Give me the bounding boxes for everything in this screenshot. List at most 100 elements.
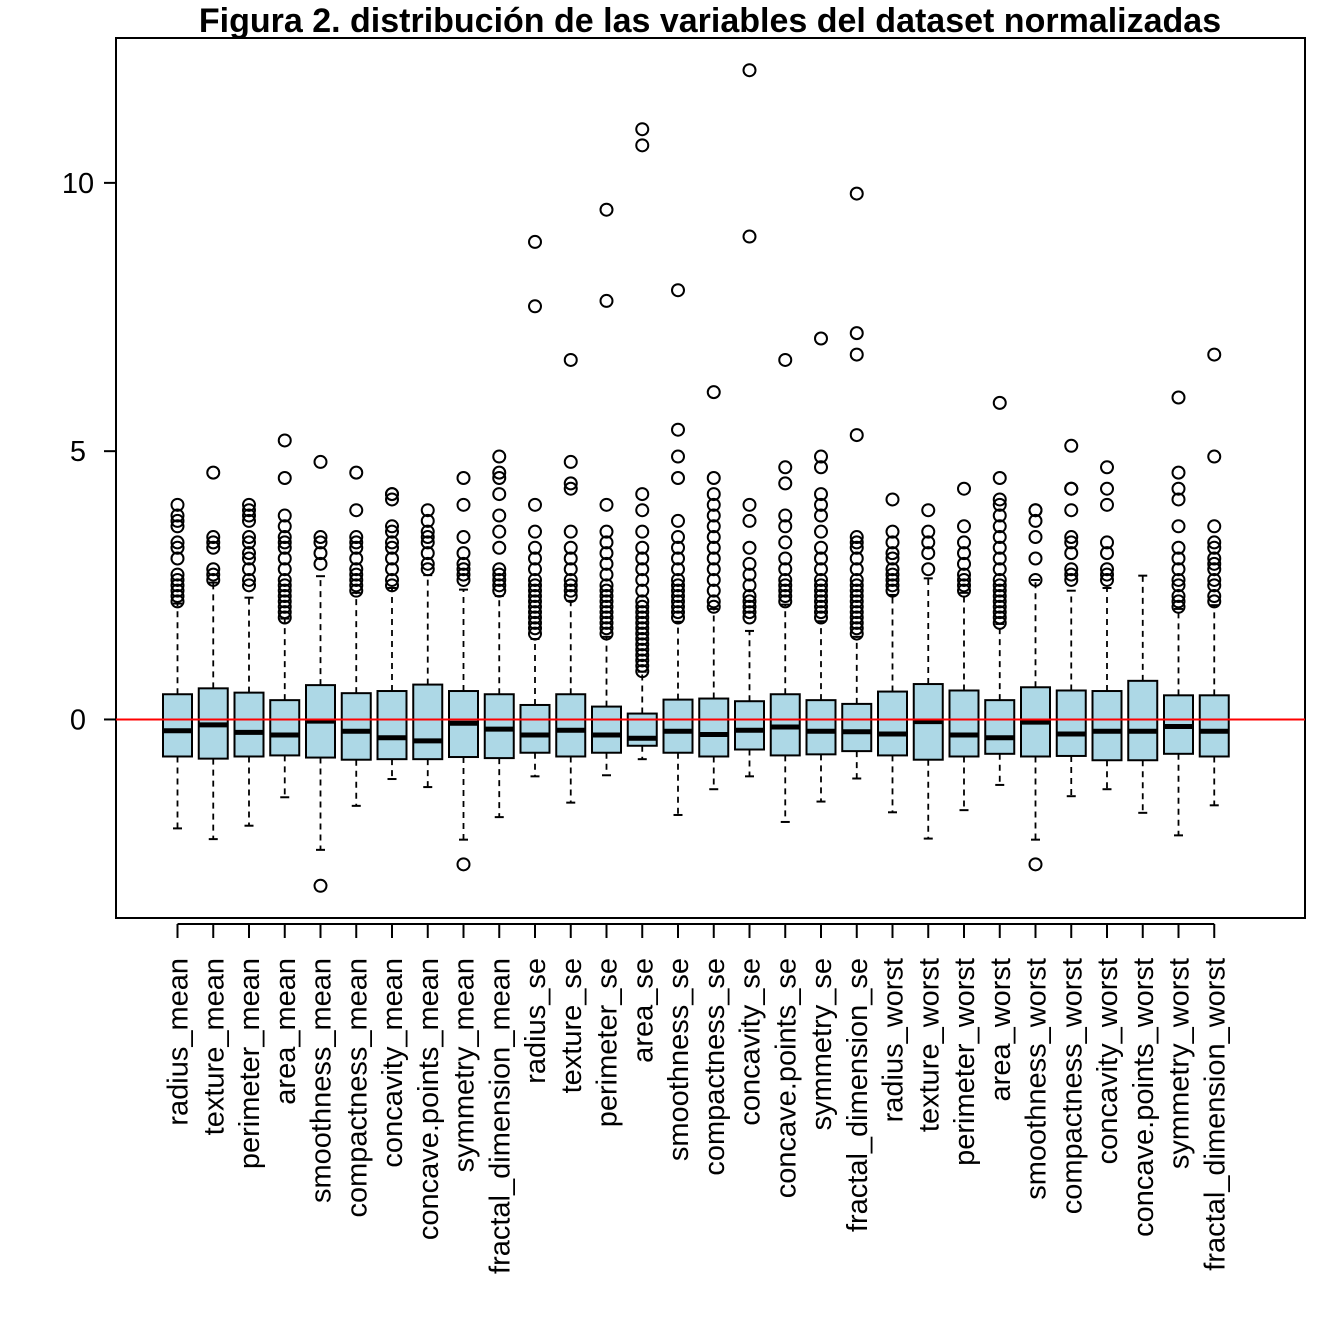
outlier-point [313, 556, 328, 571]
outlier-point [635, 621, 650, 636]
outlier-point [671, 283, 685, 298]
outlier-point [921, 546, 936, 561]
outlier-point [635, 615, 650, 630]
outlier-point [349, 530, 364, 545]
outlier-point [170, 551, 185, 566]
outlier-point [849, 540, 864, 555]
box-symmetry-se [805, 331, 837, 803]
outlier-point [814, 524, 828, 539]
outlier-point [671, 610, 685, 625]
outlier-point [671, 578, 685, 593]
x-tick-label: texture_se [556, 958, 588, 1093]
outlier-point [349, 583, 364, 598]
outlier-point [563, 551, 578, 566]
iqr-box [841, 702, 873, 753]
outlier-point [885, 492, 900, 507]
outlier-point [992, 530, 1007, 545]
outlier-point [992, 519, 1007, 534]
outlier-point [1100, 567, 1114, 582]
outlier-point [456, 530, 471, 545]
x-tick-label: concave.points_worst [1128, 958, 1160, 1237]
outlier-point [778, 508, 793, 523]
outlier-point [992, 471, 1007, 485]
outlier-point [778, 352, 793, 367]
outlier-point [528, 551, 542, 566]
outlier-point [849, 615, 864, 630]
outlier-point [778, 562, 793, 577]
outlier-point [563, 583, 578, 598]
outlier-point [492, 578, 507, 593]
x-tick-label: smoothness_worst [1021, 958, 1053, 1200]
x-tick-label: perimeter_worst [949, 958, 981, 1166]
outlier-point [385, 524, 399, 539]
outlier-point [277, 535, 292, 550]
outlier-point [814, 562, 828, 577]
outlier-point [635, 122, 650, 137]
outlier-point [313, 535, 328, 550]
outlier-point [1171, 562, 1186, 577]
x-tick-label: area_se [627, 958, 659, 1063]
box-symmetry-worst [1163, 390, 1194, 837]
outlier-point [349, 572, 364, 587]
outlier-point [242, 572, 256, 587]
outlier-point [742, 594, 757, 609]
box-area-mean [269, 433, 301, 799]
outlier-point [1171, 540, 1186, 555]
iqr-box [984, 699, 1016, 755]
plot-frame [115, 37, 1306, 919]
box-smoothness-se [662, 283, 694, 816]
outlier-point [992, 599, 1007, 614]
outlier-point [635, 594, 650, 609]
outlier-point [528, 234, 542, 249]
outlier-point [420, 530, 435, 545]
box-concavity-se [734, 63, 765, 778]
outlier-point [706, 385, 721, 400]
outlier-point [349, 535, 364, 550]
outlier-point [492, 562, 507, 577]
outlier-point [1207, 578, 1222, 593]
outlier-point [528, 589, 542, 604]
outlier-point [992, 497, 1007, 512]
outlier-point [492, 465, 507, 480]
outlier-point [921, 503, 936, 518]
outlier-point [706, 497, 721, 512]
x-tick-label: texture_mean [198, 958, 230, 1135]
outlier-point [349, 540, 364, 555]
outlier-point [385, 572, 399, 587]
outlier-point [814, 583, 828, 598]
outlier-point [635, 572, 650, 587]
outlier-point [742, 540, 757, 555]
outlier-point [671, 589, 685, 604]
outlier-point [1100, 497, 1114, 512]
outlier-point [385, 578, 399, 593]
x-tick-label: compactness_mean [341, 958, 373, 1218]
outlier-point [814, 449, 828, 464]
outlier-point [170, 589, 185, 604]
outlier-point [885, 567, 900, 582]
outlier-point [742, 229, 757, 244]
outlier-point [563, 454, 578, 469]
outlier-point [170, 583, 185, 598]
outlier-point [277, 519, 292, 534]
y-tick-label: 10 [62, 168, 94, 200]
box-area-se [626, 122, 658, 761]
outlier-point [349, 551, 364, 566]
outlier-point [992, 540, 1007, 555]
outlier-point [528, 572, 542, 587]
outlier-point [1028, 551, 1043, 566]
outlier-point [313, 878, 328, 893]
box-perimeter-mean [233, 497, 265, 827]
outlier-point [635, 487, 650, 502]
outlier-point [957, 546, 971, 561]
outlier-point [1064, 503, 1079, 518]
outlier-point [814, 589, 828, 604]
outlier-point [1171, 572, 1186, 587]
outlier-point [456, 857, 471, 872]
outlier-point [1207, 556, 1222, 571]
outlier-point [957, 519, 971, 534]
outlier-point [599, 621, 614, 636]
outlier-point [206, 465, 221, 480]
box-symmetry-mean [448, 471, 479, 872]
outlier-point [635, 653, 650, 668]
outlier-point [992, 594, 1007, 609]
